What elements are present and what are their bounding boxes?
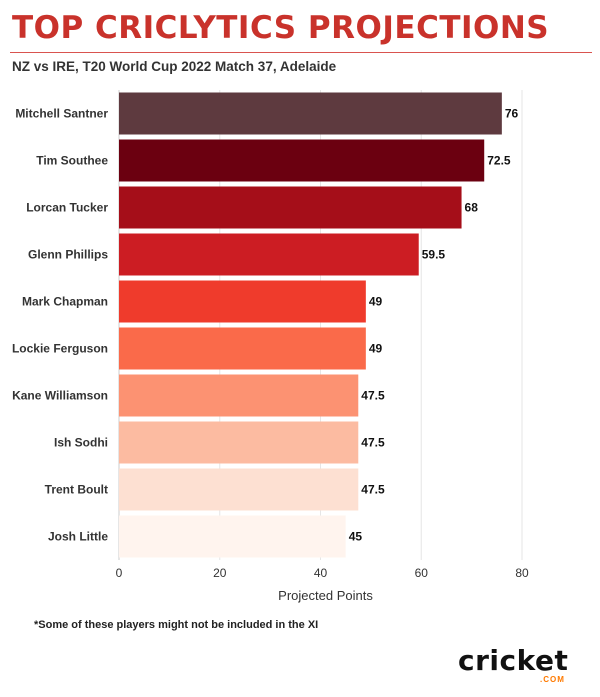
- category-label-2: Lorcan Tucker: [26, 201, 108, 215]
- bar-3: [119, 233, 419, 276]
- title-divider: [10, 52, 592, 53]
- category-label-1: Tim Southee: [36, 154, 108, 168]
- bar-9: [119, 515, 346, 558]
- bar-chart: Mitchell Santner 76 Tim Southee 72.5 Lorcan …: [12, 90, 529, 603]
- logo-wordmark: cricket: [458, 644, 569, 677]
- category-label-0: Mitchell Santner: [15, 107, 108, 121]
- category-label-4: Mark Chapman: [22, 295, 108, 309]
- value-label-2: 68: [465, 201, 479, 215]
- value-label-3: 59.5: [422, 248, 446, 262]
- value-label-9: 45: [349, 530, 363, 544]
- x-tick-label-2: 40: [314, 566, 328, 580]
- value-label-4: 49: [369, 295, 383, 309]
- category-label-3: Glenn Phillips: [28, 248, 108, 262]
- value-label-8: 47.5: [361, 483, 385, 497]
- category-label-7: Ish Sodhi: [54, 436, 108, 450]
- category-label-8: Trent Boult: [45, 483, 108, 497]
- bar-7: [119, 421, 359, 464]
- bar-6: [119, 374, 359, 417]
- bar-8: [119, 468, 359, 511]
- bar-4: [119, 280, 366, 323]
- bar-5: [119, 327, 366, 370]
- x-tick-label-4: 80: [515, 566, 529, 580]
- value-label-6: 47.5: [361, 389, 385, 403]
- x-tick-label-3: 60: [415, 566, 429, 580]
- logo-domain: .COM: [540, 675, 565, 684]
- bar-1: [119, 139, 485, 182]
- category-label-6: Kane Williamson: [12, 389, 108, 403]
- value-label-1: 72.5: [487, 154, 511, 168]
- x-tick-label-1: 20: [213, 566, 227, 580]
- chart-title: TOP CRICLYTICS PROJECTIONS: [12, 10, 550, 46]
- chart-subtitle: NZ vs IRE, T20 World Cup 2022 Match 37, …: [12, 59, 337, 74]
- bar-0: [119, 92, 502, 135]
- x-tick-label-0: 0: [116, 566, 123, 580]
- category-label-9: Josh Little: [48, 530, 108, 544]
- value-label-5: 49: [369, 342, 383, 356]
- value-label-0: 76: [505, 107, 519, 121]
- cricket-com-logo: cricket .COM: [458, 644, 574, 688]
- footnote: *Some of these players might not be incl…: [34, 619, 319, 631]
- value-label-7: 47.5: [361, 436, 385, 450]
- category-label-5: Lockie Ferguson: [12, 342, 108, 356]
- x-axis-title: Projected Points: [278, 588, 373, 603]
- bar-2: [119, 186, 462, 229]
